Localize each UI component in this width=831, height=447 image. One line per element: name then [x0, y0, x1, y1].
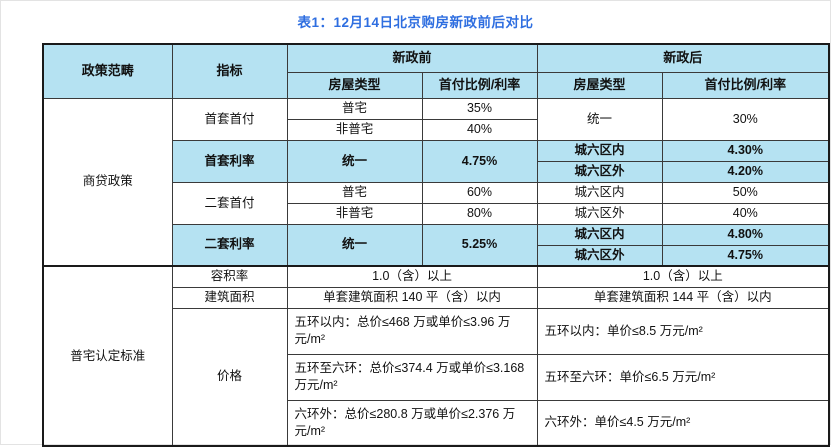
- cell-after-value: 1.0（含）以上: [536, 265, 830, 288]
- col-header-before-policy: 新政前: [286, 43, 538, 73]
- cell-after-value: 50%: [661, 181, 830, 204]
- cell-before-value: 五环以内：总价≤468 万或单价≤3.96 万元/m²: [286, 307, 538, 355]
- cell-before-value: 35%: [421, 97, 538, 120]
- col-header-ratio-after: 首付比例/利率: [661, 71, 830, 99]
- cell-after-value: 40%: [661, 202, 830, 225]
- cell-before-type: 普宅: [286, 97, 423, 120]
- cell-after-value: 4.80%: [661, 223, 830, 246]
- cell-after-type: 城六区内: [536, 181, 663, 204]
- header-row-1: 政策范畴 指标 新政前 新政后: [42, 43, 830, 99]
- cell-after-type: 城六区外: [536, 160, 663, 183]
- cell-after-type: 城六区外: [536, 202, 663, 225]
- indicator-plot-ratio: 容积率: [171, 265, 288, 288]
- indicator-price: 价格: [171, 307, 288, 447]
- row-price-tier-1: 价格 五环以内：总价≤468 万或单价≤3.96 万元/m² 五环以内：单价≤8…: [43, 307, 830, 447]
- col-header-ratio-before: 首付比例/利率: [421, 71, 538, 99]
- cell-before-value: 60%: [421, 181, 538, 204]
- row-price-tier-2: 五环至六环：总价≤374.4 万或单价≤3.168 万元/m² 五环至六环：单价…: [43, 353, 830, 401]
- row-first-rate-1: 首套利率 统一 4.75% 城六区内 4.30%: [43, 139, 830, 183]
- cell-after-value: 单套建筑面积 144 平（含）以内: [536, 286, 830, 309]
- indicator-floor-area: 建筑面积: [171, 286, 288, 309]
- col-header-policy-scope: 政策范畴: [42, 43, 173, 99]
- cell-after-value: 六环外：单价≤4.5 万元/m²: [536, 399, 830, 447]
- cell-before-type: 普宅: [286, 181, 423, 204]
- col-header-house-type-after: 房屋类型: [536, 71, 663, 99]
- row-second-rate-2: 城六区外 4.75%: [43, 244, 830, 267]
- cell-after-value: 4.30%: [661, 139, 830, 162]
- section-label-ordinary-housing-standard: 普宅认定标准: [42, 265, 173, 447]
- col-header-after-policy: 新政后: [536, 43, 830, 73]
- cell-after-type: 统一: [536, 97, 663, 141]
- policy-comparison-table: 政策范畴 指标 新政前 新政后 房屋类型 首付比例/利率 房屋类型 首付比例/利…: [42, 43, 831, 447]
- cell-before-value: 40%: [421, 118, 538, 141]
- row-second-rate-1: 二套利率 统一 5.25% 城六区内 4.80%: [43, 223, 830, 267]
- indicator-first-rate: 首套利率: [171, 139, 288, 183]
- cell-before-value: 六环外：总价≤280.8 万或单价≤2.376 万元/m²: [286, 399, 538, 447]
- col-header-house-type-before: 房屋类型: [286, 71, 423, 99]
- cell-after-value: 五环以内：单价≤8.5 万元/m²: [536, 307, 830, 355]
- row-first-down-1: 商贷政策 首套首付 普宅 35% 统一 30%: [42, 97, 830, 267]
- cell-before-value: 五环至六环：总价≤374.4 万或单价≤3.168 万元/m²: [286, 353, 538, 401]
- header-row-2: 房屋类型 首付比例/利率 房屋类型 首付比例/利率: [43, 71, 830, 99]
- row-second-down-1: 二套首付 普宅 60% 城六区内 50%: [43, 181, 830, 225]
- row-floor-area: 建筑面积 单套建筑面积 140 平（含）以内 单套建筑面积 144 平（含）以内: [43, 286, 830, 309]
- indicator-first-down: 首套首付: [171, 97, 288, 141]
- cell-before-value: 4.75%: [421, 139, 538, 183]
- cell-after-type: 城六区内: [536, 139, 663, 162]
- cell-after-value: 30%: [661, 97, 830, 141]
- cell-after-value: 4.20%: [661, 160, 830, 183]
- cell-after-type: 城六区外: [536, 244, 663, 267]
- cell-before-value: 单套建筑面积 140 平（含）以内: [286, 286, 538, 309]
- cell-before-value: 1.0（含）以上: [286, 265, 538, 288]
- indicator-second-rate: 二套利率: [171, 223, 288, 267]
- cell-after-value: 4.75%: [661, 244, 830, 267]
- table-title: 表1：12月14日北京购房新政前后对比: [297, 15, 534, 30]
- indicator-second-down: 二套首付: [171, 181, 288, 225]
- cell-before-type: 非普宅: [286, 118, 423, 141]
- row-plot-ratio: 普宅认定标准 容积率 1.0（含）以上 1.0（含）以上: [42, 265, 830, 447]
- cell-before-value: 80%: [421, 202, 538, 225]
- section-label-loan-policy: 商贷政策: [42, 97, 173, 267]
- col-header-indicator: 指标: [171, 43, 288, 99]
- row-price-tier-3: 六环外：总价≤280.8 万或单价≤2.376 万元/m² 六环外：单价≤4.5…: [43, 399, 830, 447]
- cell-before-type: 统一: [286, 139, 423, 183]
- cell-after-value: 五环至六环：单价≤6.5 万元/m²: [536, 353, 830, 401]
- cell-after-type: 城六区内: [536, 223, 663, 246]
- cell-before-type: 非普宅: [286, 202, 423, 225]
- cell-before-value: 5.25%: [421, 223, 538, 267]
- cell-before-type: 统一: [286, 223, 423, 267]
- row-first-down-2: 非普宅 40%: [43, 118, 829, 141]
